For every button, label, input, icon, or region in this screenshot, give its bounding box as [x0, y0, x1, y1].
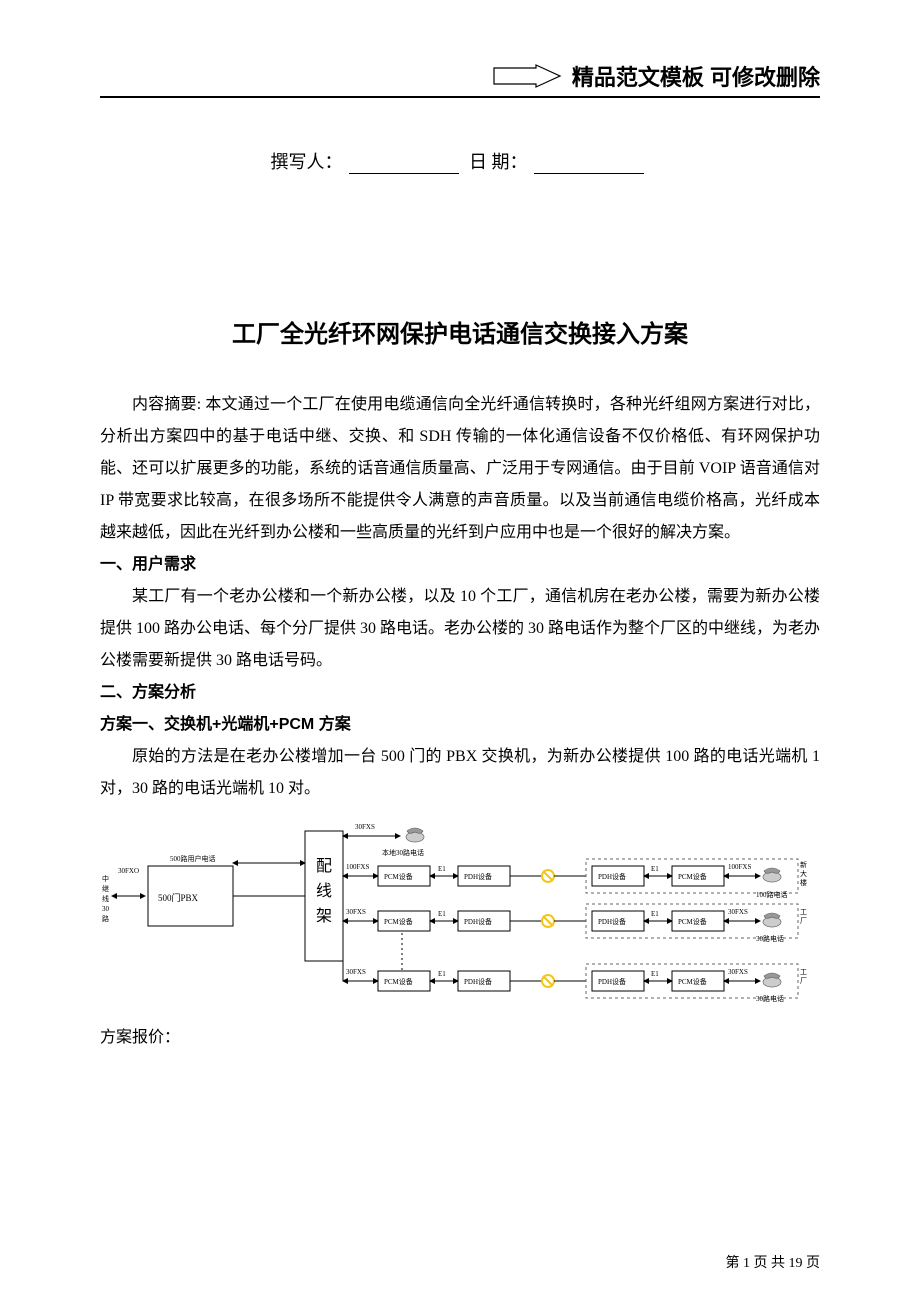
svg-text:E1: E1: [438, 865, 446, 873]
phone-icon: [763, 868, 781, 882]
section-2-sub1: 方案一、交换机+光端机+PCM 方案: [100, 709, 820, 741]
abstract-text: 本文通过一个工厂在使用电缆通信向全光纤通信转换时，各种光纤组网方案进行对比，分析…: [100, 396, 820, 541]
svg-text:PCM设备: PCM设备: [678, 917, 707, 926]
phone-icon: [406, 828, 424, 842]
date-blank: [534, 156, 644, 174]
svg-text:本地30路电话: 本地30路电话: [382, 848, 424, 857]
page-footer: 第 1 页 共 19 页: [726, 1252, 821, 1272]
svg-text:楼: 楼: [800, 878, 807, 887]
section-2-heading: 二、方案分析: [100, 677, 820, 709]
diagram-row: 30FXS PCM设备 E1 PDH设备 PDH设备 E1 PCM设备 30FX…: [343, 961, 807, 1003]
header-text: 精品范文模板 可修改删除: [572, 60, 820, 92]
svg-text:30FXO: 30FXO: [118, 867, 139, 875]
quote-label: 方案报价：: [100, 1022, 820, 1054]
svg-text:PDH设备: PDH设备: [598, 917, 626, 926]
svg-text:100路电话: 100路电话: [756, 890, 788, 899]
svg-text:E1: E1: [438, 910, 446, 918]
patch-label-3: 架: [316, 907, 332, 925]
abstract-label: 内容摘要:: [132, 396, 201, 413]
svg-text:PDH设备: PDH设备: [598, 977, 626, 986]
page-current: 1: [743, 1256, 750, 1271]
svg-text:新: 新: [800, 860, 807, 869]
page-header: 精品范文模板 可修改删除: [100, 60, 820, 98]
svg-text:大: 大: [800, 869, 807, 878]
svg-text:30路电话: 30路电话: [756, 934, 784, 943]
author-date-row: 撰写人： 日 期：: [100, 148, 820, 174]
svg-text:工: 工: [800, 968, 807, 976]
pbx-label: 500门PBX: [158, 892, 199, 903]
page: 精品范文模板 可修改删除 撰写人： 日 期： 工厂全光纤环网保护电话通信交换接入…: [0, 0, 920, 1302]
svg-text:线: 线: [102, 894, 109, 903]
phone-icon: [763, 913, 781, 927]
svg-text:PCM设备: PCM设备: [384, 872, 413, 881]
svg-text:厂: 厂: [800, 917, 807, 925]
abstract-block: 内容摘要: 本文通过一个工厂在使用电缆通信向全光纤通信转换时，各种光纤组网方案进…: [100, 389, 820, 549]
svg-text:PDH设备: PDH设备: [464, 872, 492, 881]
svg-text:路: 路: [102, 914, 109, 923]
svg-text:500路用户电话: 500路用户电话: [170, 854, 216, 863]
author-blank: [349, 156, 459, 174]
section-2-body: 原始的方法是在老办公楼增加一台 500 门的 PBX 交换机，为新办公楼提供 1…: [100, 741, 820, 805]
svg-text:30FXS: 30FXS: [728, 968, 748, 976]
arrow-icon: [492, 64, 562, 88]
section-1-heading: 一、用户需求: [100, 549, 820, 581]
svg-text:30FXS: 30FXS: [728, 908, 748, 916]
svg-text:30: 30: [102, 905, 110, 913]
page-total: 19: [789, 1256, 803, 1271]
svg-text:厂: 厂: [800, 977, 807, 985]
section-2-p1: 原始的方法是在老办公楼增加一台 500 门的 PBX 交换机，为新办公楼提供 1…: [100, 741, 820, 805]
svg-text:PDH设备: PDH设备: [464, 977, 492, 986]
svg-text:PCM设备: PCM设备: [678, 872, 707, 881]
svg-text:E1: E1: [651, 970, 659, 978]
diagram-row: 100FXS PCM设备 E1 PDH设备 PDH设备 E1 PCM设备 100…: [343, 859, 807, 899]
fiber-icon: [542, 870, 554, 882]
date-label: 日 期：: [469, 152, 528, 172]
author-label: 撰写人：: [271, 152, 343, 172]
svg-text:E1: E1: [438, 970, 446, 978]
trunk-label: 中: [102, 874, 109, 883]
svg-text:PDH设备: PDH设备: [464, 917, 492, 926]
svg-text:PDH设备: PDH设备: [598, 872, 626, 881]
document-title: 工厂全光纤环网保护电话通信交换接入方案: [100, 314, 820, 349]
network-diagram: 中 继 线 30 路 30FXO 500门PBX 500路用户电话 配 线 架 …: [100, 811, 820, 1016]
abstract-paragraph: 内容摘要: 本文通过一个工厂在使用电缆通信向全光纤通信转换时，各种光纤组网方案进…: [100, 389, 820, 549]
svg-text:PCM设备: PCM设备: [384, 917, 413, 926]
fiber-icon: [542, 915, 554, 927]
svg-text:30路电话: 30路电话: [756, 994, 784, 1003]
section-1-body: 某工厂有一个老办公楼和一个新办公楼，以及 10 个工厂，通信机房在老办公楼，需要…: [100, 581, 820, 677]
svg-text:PCM设备: PCM设备: [678, 977, 707, 986]
svg-text:E1: E1: [651, 865, 659, 873]
phone-icon: [763, 973, 781, 987]
svg-text:30FXS: 30FXS: [346, 908, 366, 916]
patch-label-1: 配: [316, 857, 332, 875]
svg-text:继: 继: [102, 884, 109, 893]
svg-text:100FXS: 100FXS: [728, 863, 751, 871]
svg-text:30FXS: 30FXS: [355, 823, 375, 831]
svg-text:30FXS: 30FXS: [346, 968, 366, 976]
svg-text:工: 工: [800, 908, 807, 916]
svg-text:100FXS: 100FXS: [346, 863, 369, 871]
diagram-row: 30FXS PCM设备 E1 PDH设备 PDH设备 E1 PCM设备 30FX…: [343, 904, 807, 943]
section-1-p1: 某工厂有一个老办公楼和一个新办公楼，以及 10 个工厂，通信机房在老办公楼，需要…: [100, 581, 820, 677]
svg-text:E1: E1: [651, 910, 659, 918]
patch-label-2: 线: [316, 882, 332, 900]
svg-text:PCM设备: PCM设备: [384, 977, 413, 986]
fiber-icon: [542, 975, 554, 987]
